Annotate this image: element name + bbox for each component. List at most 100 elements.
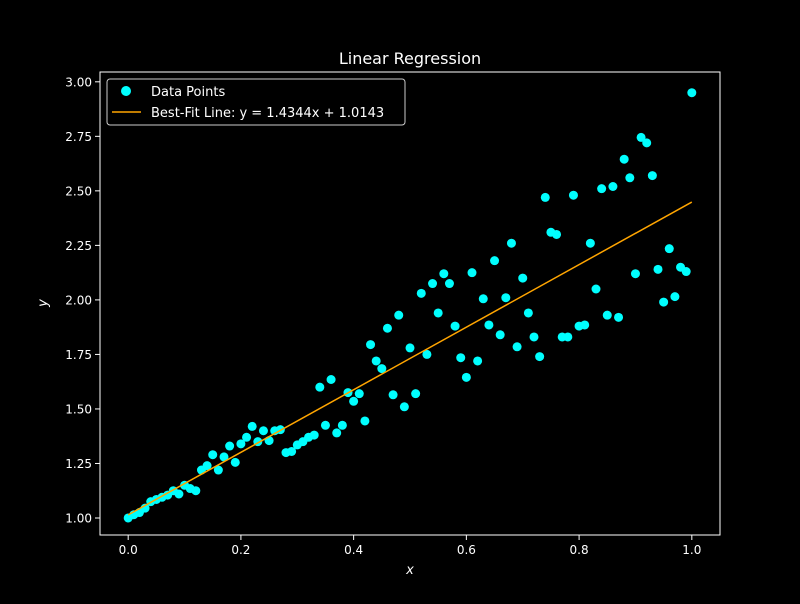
data-point bbox=[444, 279, 454, 289]
data-point bbox=[506, 238, 516, 248]
data-point bbox=[484, 320, 494, 330]
data-point bbox=[219, 452, 229, 462]
y-tick-label: 1.00 bbox=[65, 511, 92, 525]
data-point bbox=[642, 138, 652, 148]
data-point bbox=[411, 389, 421, 399]
data-point bbox=[258, 426, 268, 436]
axes-frame bbox=[99, 71, 721, 536]
data-point bbox=[174, 489, 184, 499]
data-point bbox=[681, 267, 691, 277]
data-point bbox=[213, 465, 223, 475]
x-tick-label: 0.8 bbox=[570, 543, 589, 557]
x-tick-label: 0.6 bbox=[457, 543, 476, 557]
data-point bbox=[630, 269, 640, 279]
x-axis-label: x bbox=[405, 563, 414, 578]
data-point bbox=[191, 486, 201, 496]
y-tick-label: 1.50 bbox=[65, 402, 92, 416]
y-tick-label: 1.25 bbox=[65, 457, 92, 471]
data-point bbox=[428, 279, 438, 289]
data-point bbox=[501, 293, 511, 303]
data-point bbox=[394, 310, 404, 320]
data-point bbox=[332, 428, 342, 438]
data-point bbox=[433, 308, 443, 318]
data-point bbox=[636, 132, 646, 142]
data-point bbox=[523, 308, 533, 318]
data-point bbox=[422, 349, 432, 359]
legend: Data Points Best-Fit Line: y = 1.4344x +… bbox=[106, 78, 406, 126]
chart-title: Linear Regression bbox=[339, 49, 481, 68]
data-point bbox=[287, 446, 297, 456]
data-point bbox=[529, 332, 539, 342]
y-tick-label: 2.50 bbox=[65, 184, 92, 198]
data-point bbox=[478, 294, 488, 304]
data-point bbox=[388, 390, 398, 400]
data-point bbox=[309, 430, 319, 440]
data-point bbox=[580, 320, 590, 330]
data-point bbox=[450, 321, 460, 331]
legend-box bbox=[106, 78, 406, 126]
x-tick-label: 0.0 bbox=[119, 543, 138, 557]
data-point bbox=[225, 441, 235, 451]
data-point bbox=[349, 396, 359, 406]
legend-marker-data-points bbox=[121, 86, 131, 96]
y-axis-label: y bbox=[36, 299, 51, 308]
y-tick-label: 2.75 bbox=[65, 130, 92, 144]
data-point bbox=[247, 421, 257, 431]
data-point bbox=[670, 292, 680, 302]
data-point bbox=[591, 284, 601, 294]
data-point bbox=[456, 353, 466, 363]
data-point bbox=[202, 461, 212, 471]
plot-area bbox=[123, 88, 697, 523]
data-point bbox=[490, 256, 500, 266]
data-point bbox=[230, 457, 240, 467]
x-tick-label: 0.2 bbox=[231, 543, 250, 557]
x-axis: 0.0 0.2 0.4 0.6 0.8 1.0 bbox=[119, 535, 701, 557]
data-point bbox=[360, 416, 370, 426]
data-point bbox=[585, 238, 595, 248]
data-point bbox=[659, 297, 669, 307]
data-point bbox=[405, 343, 415, 353]
data-point bbox=[236, 439, 246, 449]
data-point bbox=[326, 375, 336, 385]
data-point bbox=[614, 312, 624, 322]
data-point bbox=[518, 273, 528, 283]
data-point bbox=[608, 181, 618, 191]
data-point bbox=[625, 173, 635, 183]
data-point bbox=[377, 364, 387, 374]
data-point bbox=[371, 356, 381, 366]
data-point bbox=[461, 372, 471, 382]
data-point bbox=[382, 323, 392, 333]
data-point bbox=[208, 450, 218, 460]
legend-label-data-points: Data Points bbox=[151, 85, 225, 100]
data-point bbox=[563, 332, 573, 342]
data-point bbox=[354, 389, 364, 399]
y-axis: 1.00 1.25 1.50 1.75 2.00 2.25 2.50 2.75 3.00 bbox=[65, 75, 100, 525]
data-point bbox=[552, 229, 562, 239]
data-point bbox=[315, 382, 325, 392]
data-point bbox=[568, 190, 578, 200]
data-point bbox=[619, 154, 629, 164]
x-tick-label: 1.0 bbox=[682, 543, 701, 557]
data-point bbox=[320, 420, 330, 430]
data-point bbox=[602, 310, 612, 320]
data-point bbox=[687, 88, 697, 98]
best-fit-line bbox=[127, 201, 693, 516]
data-point bbox=[467, 268, 477, 278]
data-point bbox=[535, 352, 545, 362]
data-point bbox=[512, 342, 522, 352]
y-tick-label: 2.25 bbox=[65, 239, 92, 253]
data-point bbox=[473, 356, 483, 366]
data-point bbox=[242, 432, 252, 442]
x-tick-label: 0.4 bbox=[344, 543, 363, 557]
data-point bbox=[399, 402, 409, 412]
data-point bbox=[597, 184, 607, 194]
data-point bbox=[337, 420, 347, 430]
y-tick-label: 2.00 bbox=[65, 293, 92, 307]
data-point bbox=[653, 264, 663, 274]
legend-label-best-fit: Best-Fit Line: y = 1.4344x + 1.0143 bbox=[151, 106, 384, 121]
data-point bbox=[540, 192, 550, 202]
data-point bbox=[647, 171, 657, 181]
data-point bbox=[495, 330, 505, 340]
data-point bbox=[439, 269, 449, 279]
